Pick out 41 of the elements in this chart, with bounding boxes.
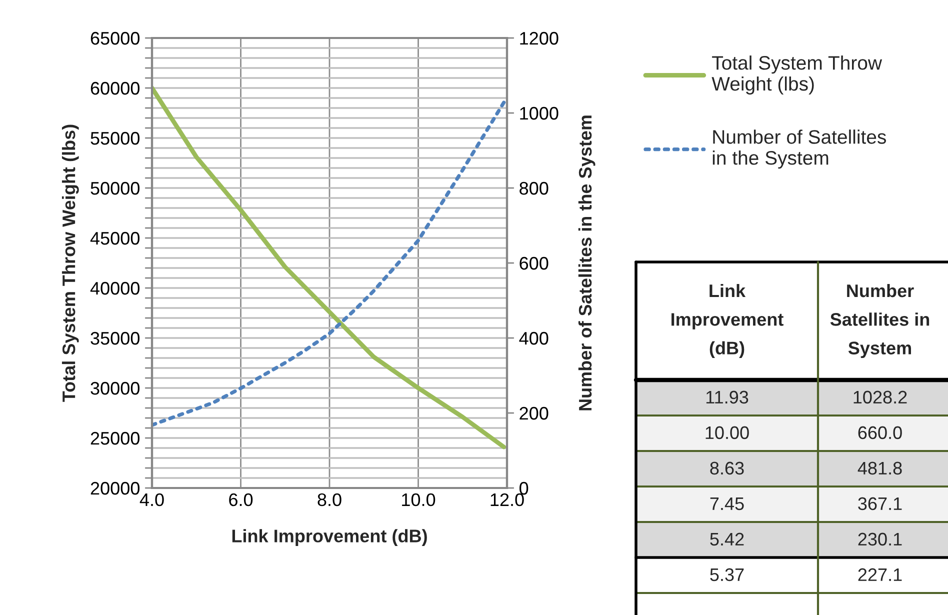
text: 11.93 [706,390,748,404]
text: 8.63 [710,462,744,475]
text: Link Improvement (dB) [672,284,784,358]
y-tick-label: 55000 [90,132,140,145]
text: 5.42 [710,532,744,546]
y-tick-label: 25000 [90,432,140,445]
legend-label: Number of Satellites in the System [712,130,886,169]
y-tick-label: 45000 [90,232,140,245]
x-tick-label: 4.0 [140,493,164,506]
text: 1028.2 [854,390,907,404]
text: 10.00 [706,426,749,440]
y-tick-label: 50000 [90,182,140,195]
y-axis-title: Total System Throw Weight (lbs) [62,124,79,402]
y2-tick-label: 400 [519,332,548,345]
y-tick-label: 35000 [90,332,140,345]
y2-axis-title: Number of Satellites in the System [578,116,596,410]
x-tick-label: 6.0 [229,493,253,506]
x-axis-title: Link Improvement (dB) [232,529,427,546]
x-tick-label: 8.0 [318,493,342,506]
text: 230.1 [858,532,902,546]
x-tick-label: 10.0 [402,493,436,506]
x-tick-label: 12.0 [490,493,524,506]
text: 227.1 [858,568,902,581]
legend-label: Total System Throw Weight (lbs) [712,56,882,95]
y-tick-label: 60000 [90,82,140,95]
text: 660.0 [858,426,902,440]
text: 481.8 [858,462,902,475]
y-tick-label: 30000 [90,382,140,395]
y2-tick-label: 600 [520,256,548,270]
y2-tick-label: 1200 [520,32,558,45]
text: 5.37 [710,568,744,582]
y2-tick-label: 800 [520,182,548,195]
text: 367.1 [858,497,902,510]
y-tick-label: 20000 [90,482,140,495]
text: Number Satellites in System [830,284,930,358]
text: 7.45 [710,497,744,510]
y2-tick-label: 0 [520,482,528,495]
y2-tick-label: 200 [520,406,548,420]
y2-tick-label: 1000 [520,106,558,120]
y-tick-label: 40000 [90,282,140,295]
y-tick-label: 65000 [90,32,140,45]
